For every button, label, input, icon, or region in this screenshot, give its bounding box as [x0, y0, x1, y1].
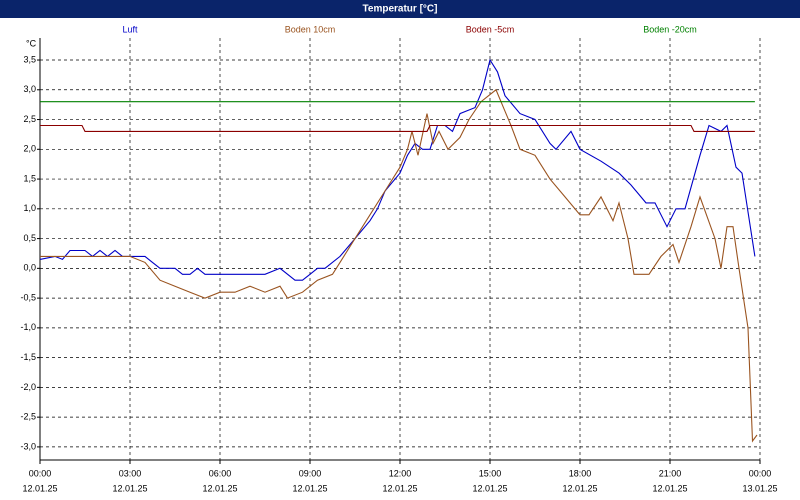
y-tick-label: -0,5 [20, 292, 36, 302]
y-tick-label: -1,5 [20, 352, 36, 362]
y-tick-label: 0,5 [23, 233, 36, 243]
y-unit: °C [26, 38, 37, 48]
x-tick-label: 03:00 [119, 468, 142, 478]
y-tick-label: 1,0 [23, 203, 36, 213]
y-tick-label: 2,5 [23, 114, 36, 124]
x-tick-date: 12.01.25 [472, 483, 507, 493]
x-tick-label: 18:00 [569, 468, 592, 478]
legend-entry: Luft [122, 24, 138, 34]
legend-entry: Boden 10cm [285, 24, 336, 34]
y-tick-label: 3,5 [23, 54, 36, 64]
x-tick-date: 12.01.25 [562, 483, 597, 493]
y-tick-label: 1,5 [23, 173, 36, 183]
title-bar [0, 0, 800, 18]
y-tick-label: -2,0 [20, 382, 36, 392]
y-tick-label: -2,5 [20, 412, 36, 422]
x-tick-date: 12.01.25 [382, 483, 417, 493]
x-tick-date: 12.01.25 [112, 483, 147, 493]
y-tick-label: 2,0 [23, 144, 36, 154]
x-tick-label: 06:00 [209, 468, 232, 478]
x-tick-date: 12.01.25 [652, 483, 687, 493]
series-line [40, 88, 758, 443]
x-tick-label: 00:00 [749, 468, 772, 478]
y-tick-label: -3,0 [20, 441, 36, 451]
x-tick-label: 09:00 [299, 468, 322, 478]
x-tick-label: 21:00 [659, 468, 682, 478]
y-tick-label: -1,0 [20, 322, 36, 332]
y-tick-label: 0,0 [23, 263, 36, 273]
series-line [40, 124, 755, 132]
x-tick-label: 15:00 [479, 468, 502, 478]
legend-entry: Boden -5cm [466, 24, 515, 34]
series-line [39, 58, 756, 281]
x-tick-label: 00:00 [29, 468, 52, 478]
y-tick-label: 3,0 [23, 84, 36, 94]
x-tick-date: 13.01.25 [742, 483, 777, 493]
x-tick-label: 12:00 [389, 468, 412, 478]
x-tick-date: 12.01.25 [292, 483, 327, 493]
x-tick-date: 12.01.25 [22, 483, 57, 493]
legend-entry: Boden -20cm [643, 24, 697, 34]
x-tick-date: 12.01.25 [202, 483, 237, 493]
chart-title: Temperatur [°C] [363, 4, 438, 15]
